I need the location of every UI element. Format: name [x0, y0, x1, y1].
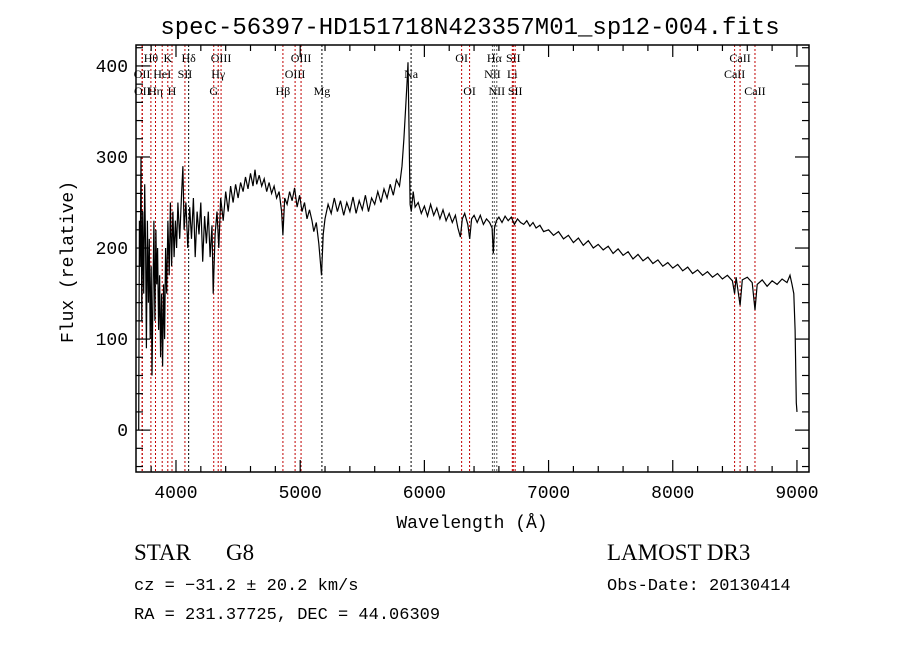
x-axis-label: Wavelength (Å)	[396, 513, 547, 534]
marker-label: Na	[404, 67, 419, 81]
y-tick-label: 0	[117, 422, 128, 442]
subclass: G8	[226, 540, 254, 565]
x-tick-label: 9000	[775, 484, 818, 504]
marker-label: SII	[178, 67, 193, 81]
y-axis-label: Flux (relative)	[59, 181, 79, 343]
marker-label: Hγ	[211, 67, 226, 81]
y-tick-label: 100	[96, 331, 128, 351]
x-tick-label: 7000	[527, 484, 570, 504]
line-markers: OIIOIIHθHηHeIKHSIIHδGHγOIIIHβOIIIOIIIMgN…	[134, 45, 766, 472]
axes: 4000 5000 6000 7000 8000 9000 0 100 200 300 400	[96, 44, 819, 504]
marker-label: OIII	[285, 67, 306, 81]
series-layer	[138, 62, 798, 431]
marker-label: Hα	[487, 51, 503, 65]
redshift-text: cz = −31.2 ± 20.2 km/s	[134, 577, 358, 596]
marker-label: NII	[488, 84, 505, 98]
x-tick-label: 5000	[279, 484, 322, 504]
y-tick-label: 300	[96, 149, 128, 169]
x-tick-label: 4000	[154, 484, 197, 504]
spectrum-line	[138, 62, 798, 431]
y-tick-label: 200	[96, 240, 128, 260]
x-tick-label: 8000	[651, 484, 694, 504]
coordinates: RA = 231.37725, DEC = 44.06309	[134, 606, 440, 625]
x-tick-label: 6000	[403, 484, 446, 504]
marker-label: NII	[484, 67, 501, 81]
marker-label: SII	[508, 84, 523, 98]
survey-label: LAMOST DR3	[607, 540, 750, 565]
marker-label: CaII	[744, 84, 765, 98]
marker-label: Li	[507, 67, 518, 81]
plot-frame	[135, 44, 810, 473]
marker-label: CaII	[724, 67, 745, 81]
marker-label: CaII	[729, 51, 750, 65]
marker-label: Hδ	[181, 51, 196, 65]
marker-label: OIII	[291, 51, 312, 65]
object-class: STAR	[134, 540, 192, 565]
marker-label: K	[163, 51, 172, 65]
marker-label: Hβ	[276, 84, 291, 98]
marker-label: SII	[506, 51, 521, 65]
marker-label: OI	[455, 51, 468, 65]
y-tick-label: 400	[96, 58, 128, 78]
marker-label: OII	[134, 84, 151, 98]
marker-label: Hη	[148, 84, 163, 98]
marker-label: H	[168, 84, 177, 98]
obs-date: Obs-Date: 20130414	[607, 577, 791, 596]
marker-label: G	[209, 84, 218, 98]
marker-label: HeI	[153, 67, 171, 81]
marker-label: OI	[463, 84, 476, 98]
marker-label: Mg	[314, 84, 331, 98]
marker-label: Hθ	[144, 51, 159, 65]
chart-title: spec-56397-HD151718N423357M01_sp12-004.f…	[160, 15, 779, 42]
marker-label: OIII	[211, 51, 232, 65]
